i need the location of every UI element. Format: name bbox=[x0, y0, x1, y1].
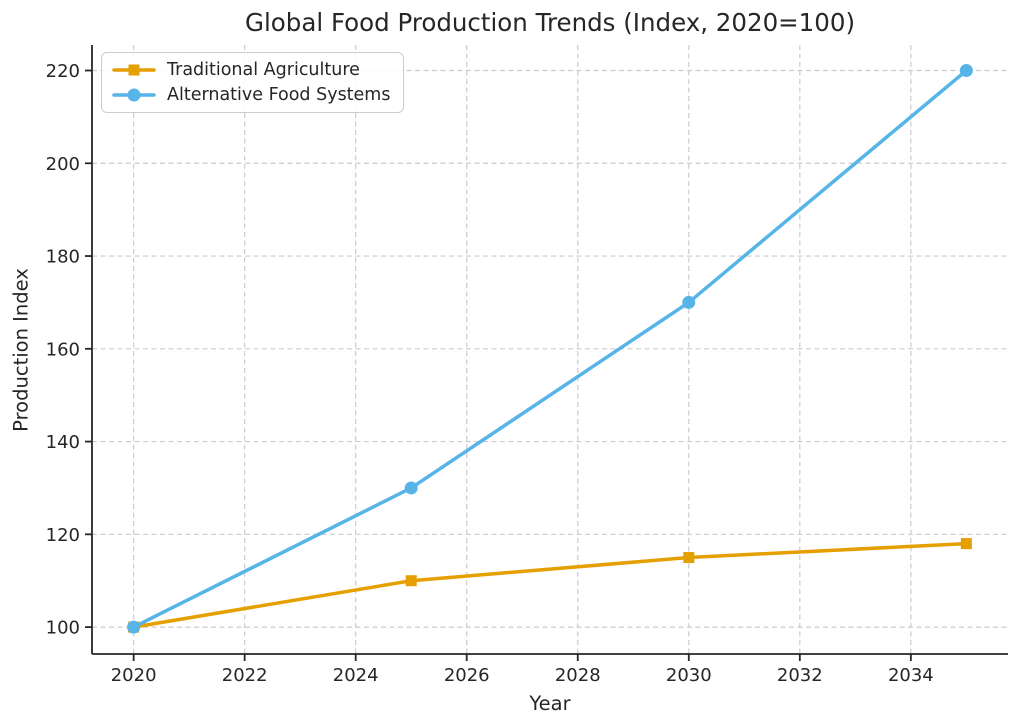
series-line-traditional-agriculture bbox=[131, 541, 969, 629]
x-tick-label: 2030 bbox=[666, 665, 712, 686]
y-tick-label: 180 bbox=[46, 247, 80, 268]
data-point-marker-alternative-food-systems bbox=[959, 64, 973, 78]
data-point-marker-alternative-food-systems bbox=[682, 295, 696, 309]
data-point-marker-traditional-agriculture bbox=[683, 552, 695, 564]
series-line-alternative-food-systems bbox=[131, 68, 969, 629]
legend-marker-sample bbox=[128, 64, 140, 76]
y-tick-label: 220 bbox=[46, 61, 80, 82]
x-tick-label: 2022 bbox=[222, 665, 268, 686]
x-tick-label: 2032 bbox=[777, 665, 823, 686]
x-axis-label: Year bbox=[529, 692, 571, 715]
y-tick-label: 160 bbox=[46, 339, 80, 360]
data-point-marker-traditional-agriculture bbox=[960, 538, 972, 550]
data-point-marker-traditional-agriculture bbox=[405, 575, 417, 587]
data-point-marker-alternative-food-systems bbox=[127, 620, 141, 634]
legend-item-traditional-agriculture: Traditional Agriculture bbox=[112, 60, 390, 80]
y-tick-label: 120 bbox=[46, 525, 80, 546]
x-tick-label: 2024 bbox=[333, 665, 379, 686]
legend-item-alternative-food-systems: Alternative Food Systems bbox=[112, 85, 390, 105]
chart-title: Global Food Production Trends (Index, 20… bbox=[245, 8, 855, 37]
y-tick-label: 200 bbox=[46, 154, 80, 175]
y-tick-label: 140 bbox=[46, 432, 80, 453]
data-point-marker-alternative-food-systems bbox=[404, 481, 418, 495]
x-tick-label: 2020 bbox=[111, 665, 157, 686]
legend-circle-marker-icon bbox=[112, 88, 156, 102]
legend-marker-sample bbox=[127, 88, 141, 102]
legend-label: Alternative Food Systems bbox=[167, 85, 391, 105]
legend-label: Traditional Agriculture bbox=[167, 60, 360, 80]
x-tick-label: 2034 bbox=[888, 665, 934, 686]
x-tick-label: 2028 bbox=[555, 665, 601, 686]
legend: Traditional Agriculture Alternative Food … bbox=[101, 52, 405, 113]
y-tick-label: 100 bbox=[46, 618, 80, 639]
legend-square-marker-icon bbox=[112, 64, 156, 76]
x-tick-label: 2026 bbox=[444, 665, 490, 686]
